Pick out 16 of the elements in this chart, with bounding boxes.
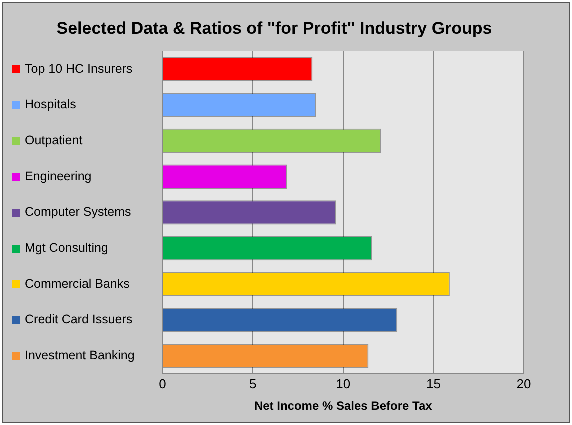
x-tick-label: 5 bbox=[249, 376, 257, 392]
chart-title: Selected Data & Ratios of "for Profit" Industry Groups bbox=[56, 18, 492, 38]
y-tick-label: Commercial Banks bbox=[25, 276, 130, 291]
y-tick-label: Computer Systems bbox=[25, 205, 132, 220]
y-tick-label: Mgt Consulting bbox=[25, 241, 108, 255]
y-tick-label: Outpatient bbox=[25, 133, 84, 148]
y-tick-label: Investment Banking bbox=[25, 348, 135, 363]
y-tick-label: Top 10 HC Insurers bbox=[25, 62, 133, 76]
y-tick-label: Engineering bbox=[25, 169, 92, 184]
x-tick-label: 0 bbox=[159, 376, 166, 392]
y-tick-label: Credit Card Issuers bbox=[25, 312, 133, 327]
x-tick-label: 20 bbox=[516, 376, 532, 392]
x-tick-label: 10 bbox=[336, 376, 351, 392]
x-axis-title: Net Income % Sales Before Tax bbox=[254, 399, 433, 414]
x-tick-label: 15 bbox=[426, 376, 441, 392]
y-tick-label: Hospitals bbox=[25, 98, 76, 112]
